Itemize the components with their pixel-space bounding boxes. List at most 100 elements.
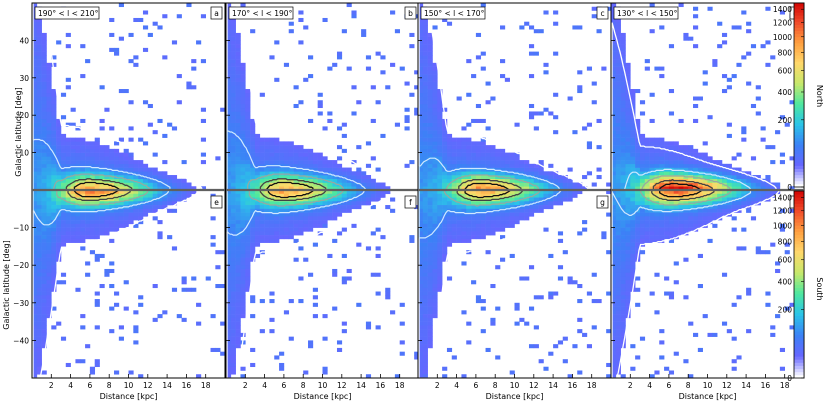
heatmap-cell	[514, 175, 520, 180]
heatmap-cell	[75, 126, 81, 131]
heatmap-cell	[611, 223, 617, 228]
heatmap-cell	[630, 152, 636, 157]
heatmap-cell	[70, 145, 76, 150]
heatmap-cell	[490, 223, 496, 228]
heatmap-cell	[731, 186, 737, 191]
heatmap-cell	[46, 246, 52, 251]
heatmap-cell	[533, 111, 539, 116]
heatmap-cell	[226, 295, 232, 300]
heatmap-cell	[683, 32, 689, 37]
heatmap-cell	[70, 212, 76, 217]
heatmap-cell	[480, 201, 486, 206]
heatmap-cell	[114, 160, 120, 165]
heatmap-cell	[380, 70, 386, 75]
heatmap-cell	[668, 152, 675, 157]
heatmap-cell	[625, 280, 631, 285]
heatmap-cell	[147, 171, 153, 176]
heatmap-cell	[437, 92, 443, 97]
heatmap-cell	[582, 220, 588, 225]
heatmap-cell	[240, 250, 246, 255]
heatmap-cell	[437, 276, 443, 281]
heatmap-cell	[142, 141, 149, 146]
heatmap-cell	[775, 186, 781, 191]
heatmap-cell	[736, 175, 742, 180]
heatmap-cell	[688, 182, 694, 187]
heatmap-cell	[176, 190, 182, 195]
heatmap-cell	[611, 325, 617, 330]
heatmap-cell	[414, 205, 419, 210]
heatmap-cell	[427, 145, 433, 150]
heatmap-cell	[250, 152, 256, 157]
heatmap-cell	[596, 299, 602, 304]
heatmap-cell	[322, 216, 328, 221]
heatmap-cell	[365, 325, 372, 330]
heatmap-cell	[528, 111, 535, 116]
heatmap-cell	[639, 216, 646, 221]
heatmap-cell	[639, 175, 646, 180]
heatmap-cell	[712, 186, 718, 191]
heatmap-cell	[250, 347, 256, 352]
heatmap-cell	[322, 167, 328, 172]
heatmap-cell	[118, 208, 124, 213]
heatmap-cell	[259, 329, 265, 334]
heatmap-cell	[75, 201, 81, 206]
heatmap-cell	[432, 126, 438, 131]
heatmap-cell	[41, 250, 47, 255]
heatmap-cell	[726, 182, 732, 187]
heatmap-cell	[519, 186, 525, 191]
heatmap-cell	[46, 284, 52, 289]
heatmap-cell	[235, 332, 241, 337]
heatmap-cell	[226, 14, 232, 19]
heatmap-cell	[32, 62, 38, 67]
heatmap-cell	[533, 182, 539, 187]
heatmap-cell	[446, 197, 453, 202]
heatmap-cell	[427, 85, 433, 90]
heatmap-cell	[245, 231, 251, 236]
heatmap-cell	[51, 235, 57, 240]
heatmap-cell	[250, 148, 256, 153]
heatmap-cell	[418, 70, 424, 75]
x-tick-label: 14	[548, 381, 558, 390]
heatmap-cell	[279, 167, 285, 172]
heatmap-cell	[630, 231, 636, 236]
heatmap-cell	[235, 122, 241, 127]
heatmap-cell	[361, 171, 367, 176]
heatmap-cell	[620, 70, 626, 75]
heatmap-cell	[644, 227, 650, 232]
heatmap-cell	[51, 130, 57, 135]
heatmap-cell	[89, 212, 96, 217]
heatmap-cell	[269, 156, 275, 161]
heatmap-cell	[418, 186, 424, 191]
heatmap-cell	[471, 208, 477, 213]
heatmap-cell	[659, 163, 665, 168]
heatmap-cell	[240, 107, 246, 112]
heatmap-cell	[336, 186, 343, 191]
heatmap-cell	[418, 205, 424, 210]
heatmap-cell	[89, 141, 96, 146]
heatmap-cell	[51, 276, 57, 281]
heatmap-cell	[775, 314, 781, 319]
heatmap-cell	[519, 171, 525, 176]
heatmap-cell	[567, 197, 573, 202]
colorbar-segment	[794, 159, 804, 163]
heatmap-cell	[322, 314, 328, 319]
heatmap-cell	[654, 238, 660, 243]
colorbar-segment	[794, 259, 804, 264]
heatmap-cell	[418, 336, 424, 341]
heatmap-cell	[327, 212, 333, 217]
heatmap-cell	[51, 133, 57, 138]
heatmap-cell	[46, 152, 52, 157]
heatmap-cell	[264, 182, 270, 187]
heatmap-cell	[230, 340, 236, 345]
heatmap-cell	[611, 62, 617, 67]
heatmap-cell	[370, 197, 376, 202]
heatmap-cell	[375, 197, 381, 202]
heatmap-cell	[240, 182, 246, 187]
heatmap-cell	[230, 366, 236, 371]
heatmap-cell	[422, 317, 428, 322]
heatmap-cell	[36, 257, 42, 262]
heatmap-cell	[303, 223, 309, 228]
heatmap-cell	[717, 160, 723, 165]
heatmap-cell	[683, 160, 689, 165]
heatmap-cell	[611, 111, 617, 116]
